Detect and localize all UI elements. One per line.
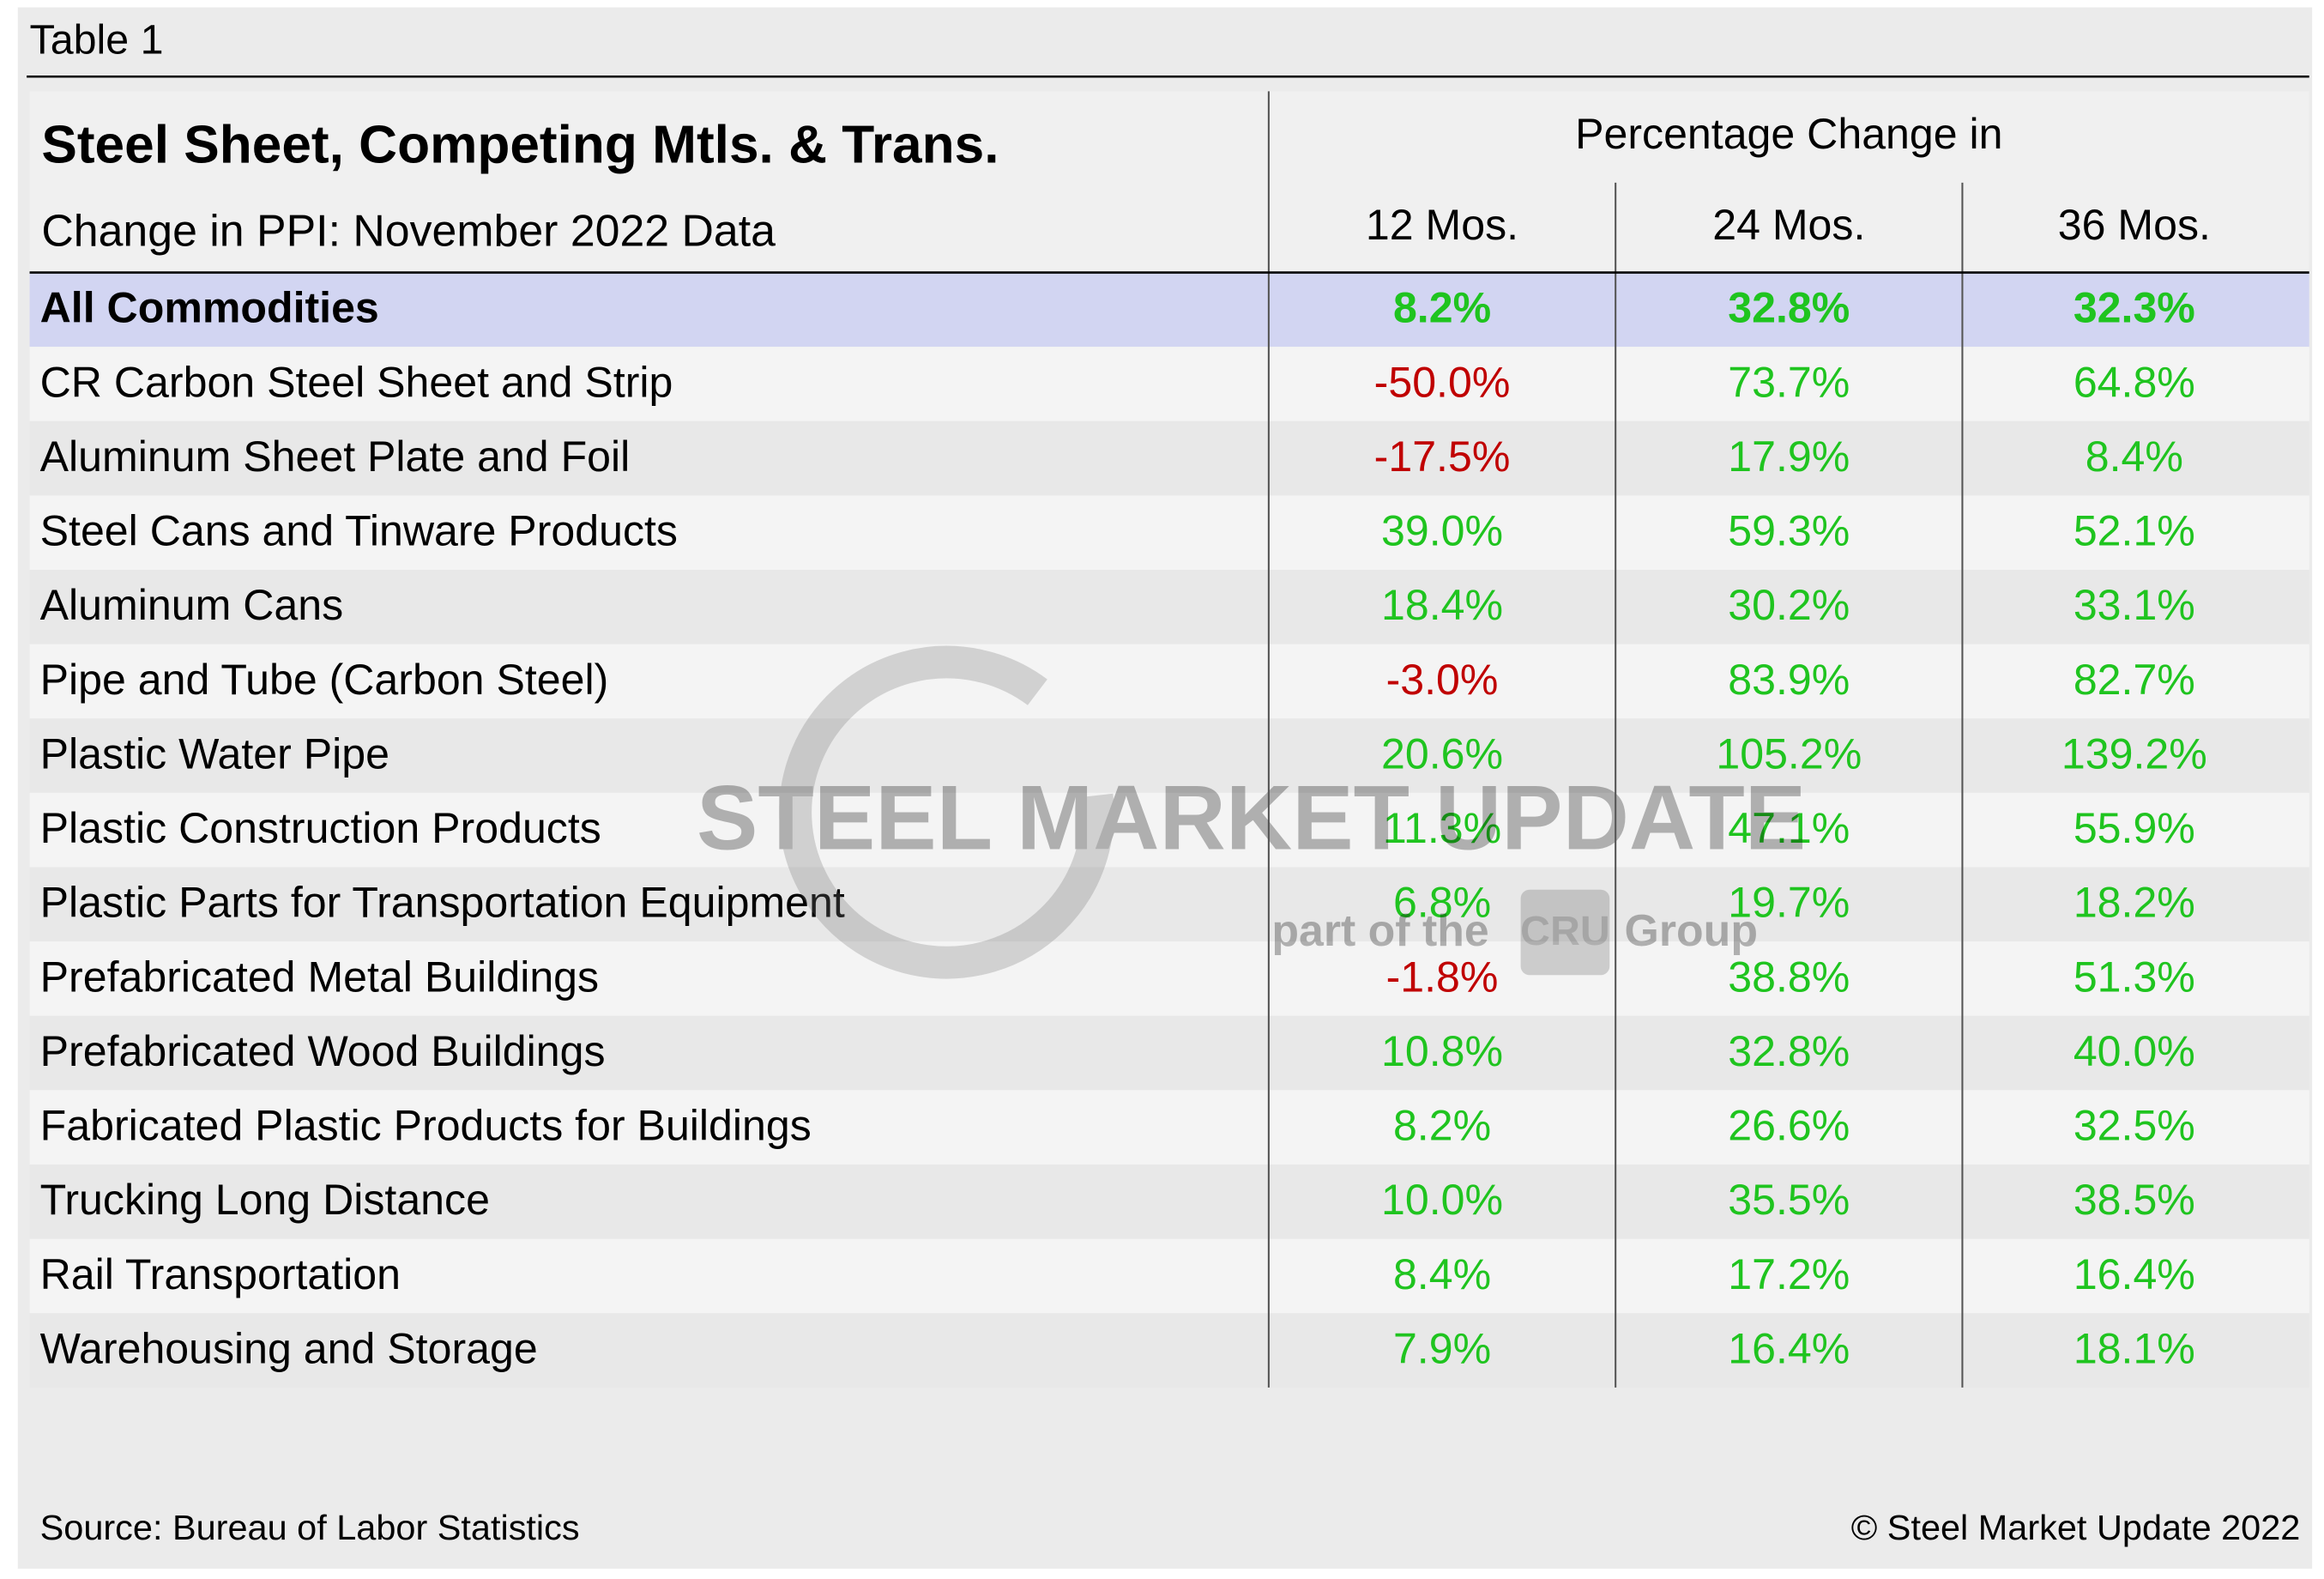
cell-value: 40.0% <box>2073 1027 2195 1075</box>
cell-value: 33.1% <box>2073 581 2195 629</box>
cell-value: 19.7% <box>1728 879 1850 927</box>
cell-value: -3.0% <box>1386 656 1499 704</box>
cell-value: 51.3% <box>2073 953 2195 1001</box>
header-bg <box>29 91 2309 273</box>
row-bg <box>29 941 2309 1016</box>
row-label: Trucking Long Distance <box>40 1176 490 1224</box>
cell-value: 47.1% <box>1728 804 1850 852</box>
cell-value: 59.3% <box>1728 507 1850 555</box>
row-bg <box>29 792 2309 868</box>
row-bg <box>29 495 2309 571</box>
row-label: Prefabricated Metal Buildings <box>40 953 599 1001</box>
column-header: 12 Mos. <box>1366 201 1518 249</box>
cell-value: 11.3% <box>1383 804 1501 852</box>
cell-value: 8.4% <box>1393 1250 1491 1298</box>
cell-value: -1.8% <box>1386 953 1499 1001</box>
cell-value: 73.7% <box>1728 358 1850 406</box>
cell-value: 18.1% <box>2073 1325 2195 1373</box>
row-label: Warehousing and Storage <box>40 1325 538 1373</box>
row-bg <box>29 272 2309 348</box>
cell-value: 18.4% <box>1381 581 1503 629</box>
cell-value: -50.0% <box>1374 358 1511 406</box>
cell-value: 139.2% <box>2061 730 2207 778</box>
cell-value: 6.8% <box>1393 879 1491 927</box>
watermark-brand: STEEL MARKET UPDATE <box>697 766 1806 869</box>
cell-value: 38.8% <box>1728 953 1850 1001</box>
title: Steel Sheet, Competing Mtls. & Trans. <box>41 116 999 175</box>
group-heading: Percentage Change in <box>1575 110 2002 158</box>
cell-value: 8.4% <box>2086 433 2183 481</box>
row-bg <box>29 1313 2309 1388</box>
cell-value: 52.1% <box>2073 507 2195 555</box>
copyright: © Steel Market Update 2022 <box>1851 1508 2301 1547</box>
row-label: Prefabricated Wood Buildings <box>40 1027 606 1075</box>
source: Source: Bureau of Labor Statistics <box>40 1508 580 1547</box>
column-header: 24 Mos. <box>1712 201 1865 249</box>
row-bg <box>29 1165 2309 1239</box>
row-label: Pipe and Tube (Carbon Steel) <box>40 656 609 704</box>
cell-value: 35.5% <box>1728 1176 1850 1224</box>
cell-value: 18.2% <box>2073 879 2195 927</box>
row-bg <box>29 718 2309 793</box>
row-label: Rail Transportation <box>40 1250 401 1298</box>
cell-value: 10.8% <box>1381 1027 1503 1075</box>
cell-value: -17.5% <box>1374 433 1511 481</box>
cell-value: 32.3% <box>2073 284 2195 332</box>
cell-value: 10.0% <box>1381 1176 1503 1224</box>
cell-value: 7.9% <box>1393 1325 1491 1373</box>
cell-value: 20.6% <box>1381 730 1503 778</box>
row-bg <box>29 420 2309 496</box>
row-bg <box>29 347 2309 421</box>
watermark-arc <box>779 645 1114 979</box>
cell-value: 26.6% <box>1728 1102 1850 1150</box>
watermark: STEEL MARKET UPDATE part of the CRU Grou… <box>697 645 1806 979</box>
cell-value: 83.9% <box>1728 656 1850 704</box>
cell-value: 64.8% <box>2073 358 2195 406</box>
table-label: Table 1 <box>30 17 164 64</box>
cell-value: 39.0% <box>1381 507 1503 555</box>
row-bg <box>29 644 2309 719</box>
row-label: Fabricated Plastic Products for Building… <box>40 1102 812 1150</box>
row-bg <box>29 570 2309 644</box>
row-bg <box>29 1015 2309 1091</box>
row-label: Aluminum Sheet Plate and Foil <box>40 433 631 481</box>
row-bg <box>29 1238 2309 1314</box>
cell-value: 105.2% <box>1716 730 1862 778</box>
cell-value: 38.5% <box>2073 1176 2195 1224</box>
subtitle: Change in PPI: November 2022 Data <box>41 206 776 256</box>
cell-value: 8.2% <box>1393 284 1491 332</box>
row-label: CR Carbon Steel Sheet and Strip <box>40 358 673 406</box>
watermark-tagline: Group <box>1625 905 1758 955</box>
cell-value: 82.7% <box>2073 656 2195 704</box>
cell-value: 32.5% <box>2073 1102 2195 1150</box>
cell-value: 30.2% <box>1728 581 1850 629</box>
row-label: All Commodities <box>40 284 379 332</box>
cell-value: 8.2% <box>1393 1102 1491 1150</box>
row-label: Plastic Water Pipe <box>40 730 389 778</box>
row-label: Aluminum Cans <box>40 581 344 629</box>
column-header: 36 Mos. <box>2058 201 2211 249</box>
cell-value: 16.4% <box>2073 1250 2195 1298</box>
row-label: Plastic Construction Products <box>40 804 601 852</box>
cell-value: 32.8% <box>1728 284 1850 332</box>
cell-value: 17.2% <box>1728 1250 1850 1298</box>
row-label: Steel Cans and Tinware Products <box>40 507 678 555</box>
watermark-tagline: part of the <box>1271 905 1488 955</box>
row-label: Plastic Parts for Transportation Equipme… <box>40 879 845 927</box>
cell-value: 16.4% <box>1728 1325 1850 1373</box>
watermark-logo-box <box>1520 889 1610 976</box>
cell-value: 17.9% <box>1728 433 1850 481</box>
row-bg <box>29 1090 2309 1165</box>
row-bg <box>29 867 2309 942</box>
watermark-logo: CRU <box>1520 908 1610 954</box>
rows: All Commodities 8.2% 32.8% 32.3% CR Carbon S… <box>29 272 2309 1388</box>
cell-value: 32.8% <box>1728 1027 1850 1075</box>
cell-value: 55.9% <box>2073 804 2195 852</box>
